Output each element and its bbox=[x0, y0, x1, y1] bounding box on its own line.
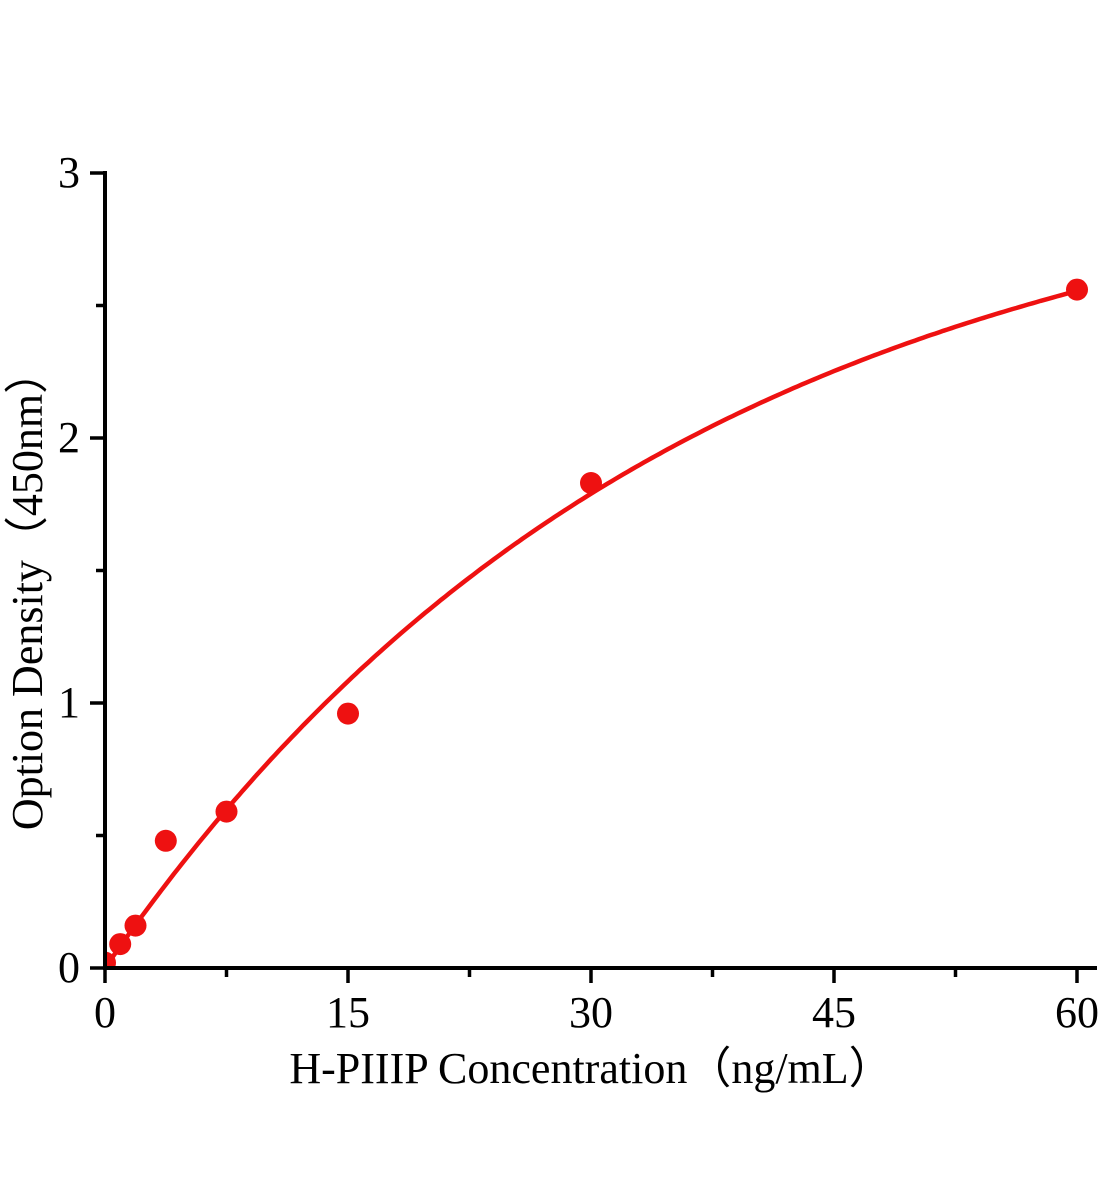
data-point bbox=[580, 472, 602, 494]
x-tick-label: 60 bbox=[1055, 988, 1099, 1037]
axes bbox=[103, 171, 1097, 970]
data-point bbox=[109, 933, 132, 956]
data-layer bbox=[106, 278, 1088, 966]
y-tick-label: 0 bbox=[58, 943, 80, 992]
y-axis-title: Option Density（450nm） bbox=[3, 349, 52, 831]
data-point bbox=[215, 800, 238, 823]
data-point bbox=[1066, 278, 1088, 301]
data-point bbox=[337, 702, 359, 725]
fit-curve bbox=[106, 288, 1078, 966]
data-point bbox=[106, 951, 116, 966]
x-tick-label: 0 bbox=[94, 988, 116, 1037]
data-point bbox=[124, 914, 147, 937]
x-axis-title: H-PIIIP Concentration（ng/mL） bbox=[289, 1044, 893, 1093]
y-tick-label: 2 bbox=[58, 413, 80, 462]
y-tick-label: 3 bbox=[58, 148, 80, 197]
data-point bbox=[154, 829, 177, 852]
y-tick-label: 1 bbox=[58, 678, 80, 727]
x-tick-label: 30 bbox=[569, 988, 613, 1037]
tick-marks bbox=[90, 171, 1079, 983]
x-tick-label: 45 bbox=[812, 988, 856, 1037]
x-tick-label: 15 bbox=[326, 988, 370, 1037]
